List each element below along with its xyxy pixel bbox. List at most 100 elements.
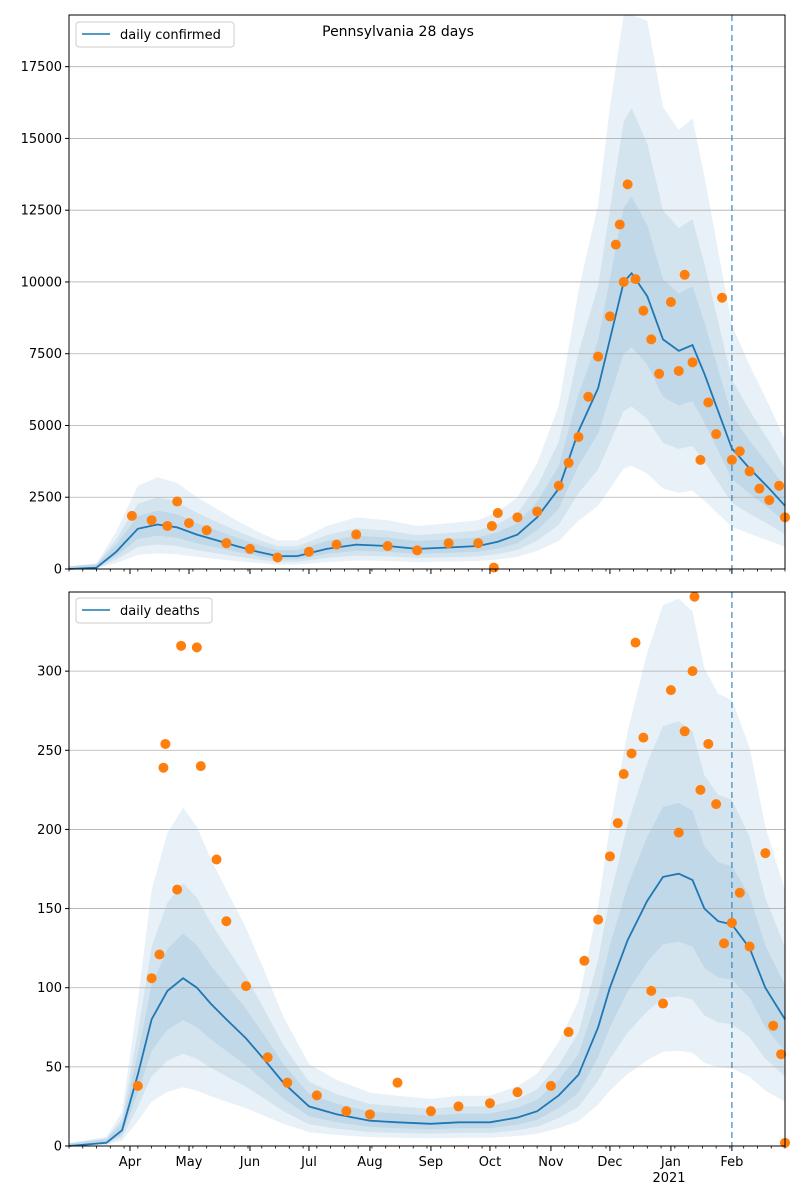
data-point <box>158 762 169 773</box>
data-point <box>221 538 232 549</box>
data-point <box>654 368 665 379</box>
data-point <box>341 1106 352 1117</box>
data-point <box>638 732 649 743</box>
data-point <box>154 949 165 960</box>
data-point <box>618 769 629 780</box>
data-point <box>132 1080 143 1091</box>
data-point <box>191 642 202 653</box>
confirmed-dots <box>126 179 790 573</box>
data-point <box>604 311 615 322</box>
data-point <box>492 508 503 519</box>
data-point <box>262 1052 273 1063</box>
deaths-dots <box>132 591 790 1148</box>
data-point <box>734 446 745 457</box>
data-point <box>695 784 706 795</box>
data-point <box>583 391 594 402</box>
y-tick-label: 10000 <box>21 275 62 290</box>
data-point <box>272 552 283 563</box>
data-point <box>679 269 690 280</box>
data-point <box>638 305 649 316</box>
x-axis-year-label: 2021 <box>652 1171 685 1186</box>
x-tick-label: May <box>176 1155 203 1170</box>
data-point <box>754 483 765 494</box>
data-point <box>734 887 745 898</box>
data-point <box>311 1090 322 1101</box>
data-point <box>604 851 615 862</box>
x-tick-label: Dec <box>597 1155 622 1170</box>
y-tick-label: 0 <box>54 1140 62 1155</box>
data-point <box>760 848 771 859</box>
confirmed-line <box>68 271 786 570</box>
data-point <box>573 431 584 442</box>
confirmed-legend: daily confirmed <box>75 21 235 48</box>
data-point <box>646 985 657 996</box>
x-tick-label: Oct <box>479 1155 501 1170</box>
confirmed-legend-label: daily confirmed <box>120 28 221 43</box>
data-point <box>646 334 657 345</box>
data-point <box>563 457 574 468</box>
data-point <box>443 538 454 549</box>
data-point <box>774 480 785 491</box>
y-tick-label: 150 <box>37 902 62 917</box>
data-point <box>241 981 252 992</box>
data-point <box>512 512 523 523</box>
y-tick-label: 12500 <box>21 204 62 219</box>
data-point <box>211 854 222 865</box>
data-point <box>201 525 212 536</box>
data-point <box>473 538 484 549</box>
data-point <box>744 941 755 952</box>
x-tick-label: Nov <box>538 1155 564 1170</box>
data-point <box>679 726 690 737</box>
y-tick-label: 50 <box>45 1060 62 1075</box>
data-point <box>183 518 194 529</box>
x-tick-label: Feb <box>720 1155 743 1170</box>
uncertainty-band-1 <box>69 598 785 1146</box>
data-point <box>593 914 604 925</box>
data-point <box>162 520 173 531</box>
data-point <box>412 545 423 556</box>
data-point <box>726 454 737 465</box>
data-point <box>488 562 499 573</box>
data-point <box>146 515 157 526</box>
data-point <box>630 274 641 285</box>
data-point <box>665 297 676 308</box>
data-point <box>744 466 755 477</box>
data-point <box>687 357 698 368</box>
y-tick-label: 7500 <box>29 347 62 362</box>
data-point <box>719 938 730 949</box>
x-tick-label: Sep <box>419 1155 444 1170</box>
data-point <box>425 1106 436 1117</box>
data-point <box>484 1098 495 1109</box>
data-point <box>532 506 543 517</box>
deaths-legend-label: daily deaths <box>120 604 200 619</box>
confirmed-uncertainty-bands <box>69 15 785 569</box>
data-point <box>392 1077 403 1088</box>
confirmed-gridlines <box>69 66 785 498</box>
y-tick-label: 15000 <box>21 132 62 147</box>
data-point <box>545 1080 556 1091</box>
uncertainty-band-3 <box>69 802 785 1146</box>
data-point <box>687 666 698 677</box>
confirmed-legend-box <box>75 21 235 48</box>
uncertainty-band-2 <box>69 108 785 569</box>
data-point <box>351 529 362 540</box>
deaths-panel: 0 50 100 150 200 250 300 Apr May Jun Jul Aug Sep Oct… <box>37 591 790 1186</box>
x-tick-label: Jul <box>300 1155 317 1170</box>
data-point <box>695 454 706 465</box>
data-point <box>689 591 700 602</box>
data-point <box>282 1077 293 1088</box>
deaths-x-ticks: Apr May Jun Jul Aug Sep Oct Nov Dec Jan Feb <box>68 1146 786 1170</box>
confirmed-x-minor-ticks <box>68 569 786 574</box>
y-tick-label: 250 <box>37 744 62 759</box>
data-point <box>711 799 722 810</box>
data-point <box>195 761 206 772</box>
y-tick-label: 300 <box>37 665 62 680</box>
uncertainty-band-1 <box>69 15 785 569</box>
data-point <box>776 1049 787 1060</box>
data-point <box>618 276 629 287</box>
deaths-legend: daily deaths <box>75 597 213 624</box>
uncertainty-band-3 <box>69 196 785 569</box>
data-point <box>364 1109 375 1120</box>
data-point <box>665 685 676 696</box>
